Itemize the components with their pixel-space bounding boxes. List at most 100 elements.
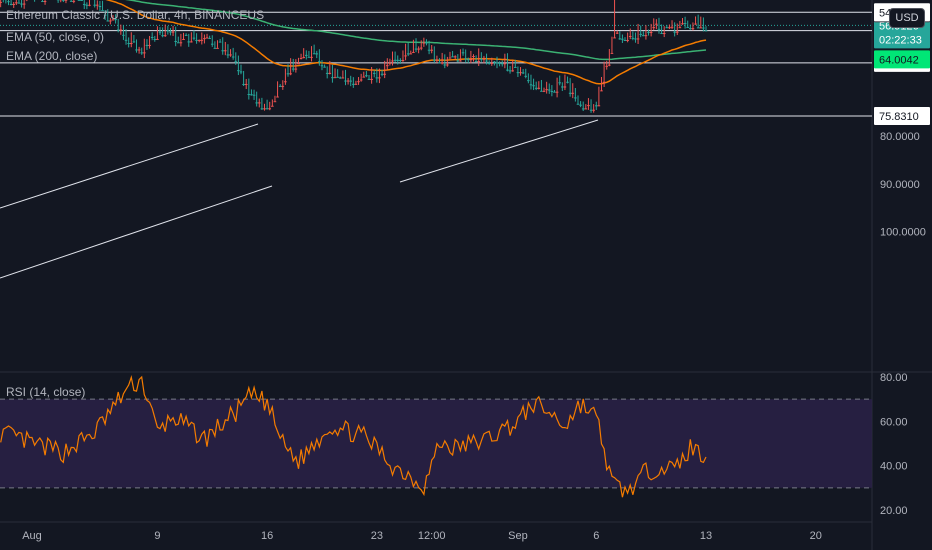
candle-body: [213, 47, 217, 49]
candle-body: [122, 34, 125, 36]
candle-body: [77, 0, 81, 1]
candle-body: [289, 73, 292, 75]
candle-body: [124, 39, 128, 41]
rsi-line: [0, 374, 707, 498]
candle-body: [542, 90, 546, 92]
candle-body: [540, 90, 543, 92]
candle-body: [563, 86, 567, 88]
date-tick-label: 6: [593, 530, 599, 542]
candle-body: [307, 56, 311, 58]
candle-body: [657, 28, 661, 30]
candle-body: [446, 64, 449, 66]
candle-body: [43, 1, 47, 3]
candle-body: [12, 3, 16, 5]
candle-body: [153, 38, 157, 40]
candle-body: [310, 56, 313, 58]
candle-body: [576, 103, 580, 105]
candle-body: [550, 91, 554, 93]
candle-body: [205, 37, 209, 39]
candle-body: [20, 3, 23, 5]
candle-body: [352, 83, 355, 85]
candle-body: [427, 49, 431, 51]
candle-body: [96, 4, 99, 6]
candle-body: [367, 78, 371, 80]
date-tick-label: 9: [154, 530, 160, 542]
date-tick-label: 12:00: [418, 530, 446, 542]
candle-body: [192, 37, 196, 39]
candle-body: [419, 47, 423, 49]
candle-body: [581, 108, 585, 110]
candle-body: [631, 37, 635, 39]
candle-body: [443, 64, 447, 66]
candle-body: [197, 39, 201, 41]
candle-body: [662, 33, 666, 35]
candle-body: [255, 102, 258, 104]
candle-body: [665, 27, 669, 29]
candle-body: [412, 51, 415, 53]
candle-body: [216, 47, 219, 49]
candle-body: [401, 59, 405, 61]
candle-body: [145, 44, 149, 46]
candle-body: [132, 41, 136, 43]
candle-body: [425, 42, 428, 44]
candle-body: [286, 73, 290, 75]
candle-body: [652, 27, 656, 29]
ema50-line: [105, 0, 707, 85]
price-label: 75.8310: [879, 111, 919, 123]
ema200-line: [124, 0, 707, 61]
candle-body: [493, 61, 496, 63]
candle-body: [224, 50, 227, 52]
candle-body: [80, 0, 83, 1]
candle-body: [0, 1, 2, 3]
candle-body: [109, 20, 112, 22]
candle-body: [660, 33, 663, 35]
candle-body: [480, 58, 483, 60]
date-tick-label: 16: [261, 530, 273, 542]
candle-body: [354, 83, 358, 85]
candle-body: [244, 83, 248, 85]
candle-body: [642, 35, 645, 37]
candle-body: [626, 39, 629, 41]
candle-body: [375, 77, 379, 79]
candle-body: [203, 38, 206, 40]
candle-body: [545, 89, 548, 91]
candle-body: [524, 75, 528, 77]
candle-body: [273, 101, 277, 103]
candle-body: [417, 48, 420, 50]
currency-badge[interactable]: USD: [889, 8, 925, 28]
candle-body: [406, 53, 410, 55]
price-label: 64.0042: [879, 54, 919, 66]
candle-body: [41, 1, 44, 3]
candle-body: [433, 59, 436, 61]
candle-body: [221, 50, 225, 52]
candle-body: [187, 41, 191, 43]
ema50-legend: EMA (50, close, 0): [6, 30, 105, 44]
candle-body: [618, 38, 622, 40]
rsi-tick-label: 20.00: [880, 505, 908, 517]
symbol-legend: Ethereum Classic / U.S. Dollar, 4h, BINA…: [6, 8, 265, 22]
candle-body: [490, 62, 494, 64]
candle-body: [610, 52, 614, 54]
candle-body: [312, 53, 316, 55]
candle-body: [500, 63, 504, 65]
candle-body: [649, 32, 653, 34]
candle-body: [64, 0, 68, 1]
candle-body: [268, 108, 272, 110]
trend-line: [0, 123, 259, 209]
candle-body: [686, 26, 690, 28]
candle-body: [385, 65, 389, 67]
candle-body: [485, 60, 488, 62]
candle-body: [106, 20, 110, 22]
candle-body: [597, 105, 601, 107]
candle-body: [242, 83, 245, 85]
candle-body: [210, 43, 214, 45]
candle-body: [69, 0, 73, 2]
candle-body: [156, 38, 159, 40]
candle-body: [422, 42, 426, 44]
candle-body: [237, 70, 240, 72]
candle-body: [98, 6, 102, 8]
candle-body: [628, 35, 632, 37]
candle-body: [668, 27, 671, 29]
candle-body: [699, 27, 703, 29]
